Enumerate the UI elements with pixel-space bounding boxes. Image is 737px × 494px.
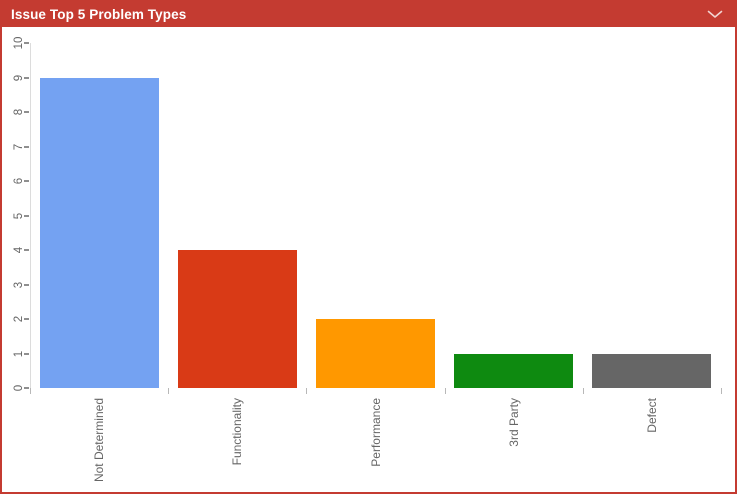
y-axis-tick [24,318,29,320]
x-axis-tick [30,388,31,394]
x-axis-label: Defect [644,398,659,433]
y-axis-tick-label: 9 [13,74,25,81]
bar-functionality[interactable] [177,250,297,388]
y-axis-tick [24,76,29,79]
bar-performance[interactable] [316,319,435,388]
y-axis-tick [24,111,29,113]
x-axis-tick [582,388,584,394]
y-axis-tick-label: 2 [13,315,25,323]
x-axis-tick [306,388,308,394]
y-axis-tick [24,214,29,217]
x-axis-label: 3rd Party [506,398,521,447]
y-axis-tick-label: 7 [13,143,25,150]
y-axis-tick [24,249,29,251]
y-axis-tick-label: 1 [13,350,25,357]
y-axis-tick [24,387,29,389]
y-axis-tick [24,180,29,182]
x-axis-label: Performance [368,398,383,467]
x-axis-label: Not Determined [92,398,107,483]
y-axis-tick [24,283,29,286]
y-axis-tick-label: 4 [13,246,25,254]
chevron-down-icon [707,10,723,19]
x-axis-tick [444,388,446,394]
x-axis-tick [168,388,170,394]
bar-defect[interactable] [592,353,712,388]
y-axis-line [30,43,31,388]
x-axis-tick [721,388,722,394]
y-axis-tick-label: 10 [13,36,25,50]
y-axis-tick-label: 8 [13,108,25,116]
y-axis-tick [24,42,29,44]
y-axis-tick-label: 0 [13,384,25,392]
widget-title: Issue Top 5 Problem Types [11,7,187,22]
widget-header: Issue Top 5 Problem Types [2,2,735,27]
collapse-button[interactable] [705,7,725,23]
chart-area: 0 1 2 3 4 5 6 7 8 9 10 Not Determined Functionality P… [2,27,735,492]
x-axis-label: Functionality [230,398,245,466]
y-axis-tick-label: 5 [13,212,25,219]
bar-3rd-party[interactable] [454,353,574,388]
y-axis-tick [24,352,29,355]
y-axis-tick-label: 6 [13,177,25,185]
bar-not-determined[interactable] [39,77,159,388]
y-axis-tick [24,145,29,148]
y-axis-tick-label: 3 [13,281,25,288]
